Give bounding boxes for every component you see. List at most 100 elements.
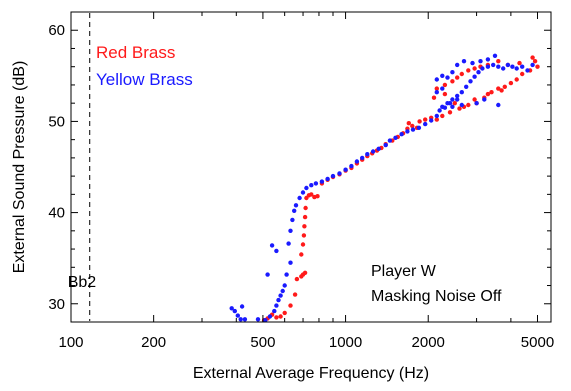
y-tick-label: 50 xyxy=(48,113,65,130)
data-point xyxy=(288,228,293,233)
data-point xyxy=(517,60,522,66)
data-point xyxy=(450,79,455,84)
data-point xyxy=(410,127,416,132)
data-point xyxy=(429,118,434,123)
data-point xyxy=(535,64,540,69)
y-tick-label: 30 xyxy=(48,296,65,313)
legend-entry: Red Brass xyxy=(96,43,175,62)
data-point xyxy=(286,241,291,246)
data-point xyxy=(459,90,464,95)
data-point xyxy=(410,123,415,129)
data-point xyxy=(297,195,302,201)
data-point xyxy=(455,75,460,80)
data-point xyxy=(349,163,354,169)
data-point xyxy=(300,190,306,195)
data-point xyxy=(423,121,428,127)
data-point xyxy=(265,272,270,277)
data-point xyxy=(313,181,319,186)
data-point xyxy=(292,292,298,297)
data-point xyxy=(472,66,477,71)
plot-frame xyxy=(70,11,552,323)
data-point xyxy=(434,86,439,91)
data-point xyxy=(416,125,422,130)
x-tick-label: 200 xyxy=(141,334,166,351)
legend: Red Brass Yellow Brass xyxy=(96,43,193,89)
data-point xyxy=(293,203,299,208)
data-point xyxy=(299,252,304,257)
legend-entry: Yellow Brass xyxy=(96,70,193,89)
data-point xyxy=(455,93,460,99)
reference-line-label: Bb2 xyxy=(68,274,97,291)
x-tick-label: 100 xyxy=(58,334,83,351)
data-point xyxy=(447,110,453,115)
series-red-brass xyxy=(261,55,540,323)
y-tick-label: 60 xyxy=(48,22,65,39)
data-point xyxy=(491,62,496,68)
data-point xyxy=(496,102,501,108)
data-point xyxy=(530,62,535,68)
x-tick-label: 500 xyxy=(250,334,275,351)
data-point xyxy=(476,70,481,75)
data-point xyxy=(442,82,448,88)
data-point xyxy=(496,59,501,64)
annotation-line-1: Player W xyxy=(371,263,437,280)
data-point xyxy=(319,179,325,184)
data-point xyxy=(255,317,261,322)
data-point xyxy=(288,303,293,308)
data-point xyxy=(423,117,428,122)
data-point xyxy=(399,132,404,137)
data-point xyxy=(309,183,314,188)
data-point xyxy=(442,105,448,110)
data-point xyxy=(274,315,279,320)
data-point xyxy=(292,208,297,213)
data-point xyxy=(489,90,494,95)
data-point xyxy=(492,53,498,58)
data-point xyxy=(502,84,507,90)
data-point xyxy=(330,173,336,179)
data-point xyxy=(440,86,445,91)
data-point xyxy=(530,55,535,60)
data-point xyxy=(450,97,455,102)
data-point xyxy=(434,117,439,122)
data-point xyxy=(434,113,439,119)
annotation: Player W Masking Noise Off xyxy=(371,263,502,305)
data-point xyxy=(459,102,464,108)
data-point xyxy=(337,171,342,176)
data-point xyxy=(405,129,410,134)
data-point xyxy=(457,106,462,111)
data-point xyxy=(360,155,365,161)
data-point xyxy=(263,318,268,323)
data-point xyxy=(232,308,237,314)
data-point xyxy=(282,283,287,288)
data-point xyxy=(406,121,411,126)
data-point xyxy=(343,167,348,172)
data-point xyxy=(501,66,506,71)
data-point xyxy=(472,74,477,79)
data-point xyxy=(468,79,473,84)
data-point xyxy=(302,214,308,220)
data-point xyxy=(485,57,491,62)
data-point xyxy=(431,95,437,100)
data-point xyxy=(478,59,483,64)
data-point xyxy=(302,224,307,229)
data-point xyxy=(520,64,525,69)
data-point xyxy=(514,77,519,82)
data-point xyxy=(304,185,309,191)
y-axis-label: External Sound Pressure (dB) xyxy=(11,61,28,274)
data-point xyxy=(288,260,293,265)
data-point xyxy=(238,317,243,322)
data-point xyxy=(482,97,487,102)
data-point xyxy=(532,59,538,64)
data-point xyxy=(282,310,287,316)
data-point xyxy=(301,233,307,238)
data-point xyxy=(434,90,439,95)
data-point xyxy=(455,62,460,68)
data-point xyxy=(284,272,289,277)
data-point xyxy=(274,303,279,308)
data-point xyxy=(445,75,450,80)
series-yellow-brass xyxy=(229,53,535,323)
x-tick-label: 5000 xyxy=(521,334,554,351)
data-point xyxy=(510,64,515,69)
x-axis-label: External Average Frequency (Hz) xyxy=(193,365,429,382)
data-point xyxy=(242,317,248,322)
